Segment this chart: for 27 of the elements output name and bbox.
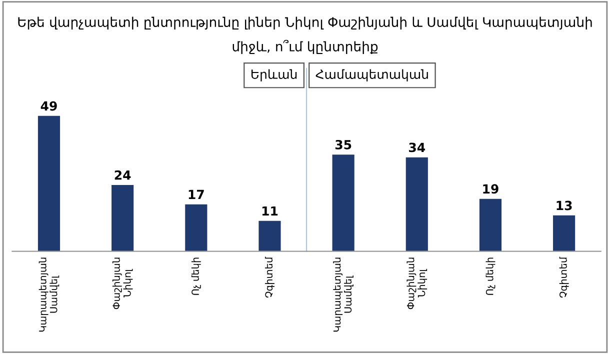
bar xyxy=(553,215,576,252)
x-tick-label: Փաշինյան Նիկոլ xyxy=(406,258,428,310)
data-label: 13 xyxy=(556,200,572,210)
data-label: 11 xyxy=(262,206,278,216)
x-tick-label: Ոչ մեկի xyxy=(486,258,496,295)
data-label: 35 xyxy=(335,140,352,150)
chart-subtitle: Համապետական xyxy=(316,69,428,82)
x-tick-label: Կարապետյան Սամվել xyxy=(38,258,60,332)
data-label: 17 xyxy=(188,190,204,199)
bar xyxy=(332,154,354,252)
x-tick-label: Կարապետյան Սամվել xyxy=(333,258,354,332)
bar xyxy=(258,220,281,252)
chart-subtitle: Երևան xyxy=(251,69,297,82)
data-label: 49 xyxy=(40,101,57,111)
bar xyxy=(38,116,60,252)
bar xyxy=(185,204,208,252)
x-tick-label: Ոչ մեկի xyxy=(191,258,201,295)
bar xyxy=(479,198,502,252)
data-label: 34 xyxy=(409,142,426,152)
bar xyxy=(112,185,134,252)
data-label: 19 xyxy=(483,184,498,194)
x-tick-label: Չգիտեմ xyxy=(559,256,569,298)
data-label: 24 xyxy=(114,170,131,180)
x-tick-label: Փաշինյան Նիկոլ xyxy=(112,258,133,310)
bar xyxy=(406,157,428,252)
chart-title: Եթե վարչապետի ընտրությունը լիներ Նիկոլ Փաշինյանի և Սամվել Կարապետյանի միջև, ո՞ւմ կընտրեիք xyxy=(18,16,592,54)
x-tick-label: Չգիտեմ xyxy=(265,256,274,298)
